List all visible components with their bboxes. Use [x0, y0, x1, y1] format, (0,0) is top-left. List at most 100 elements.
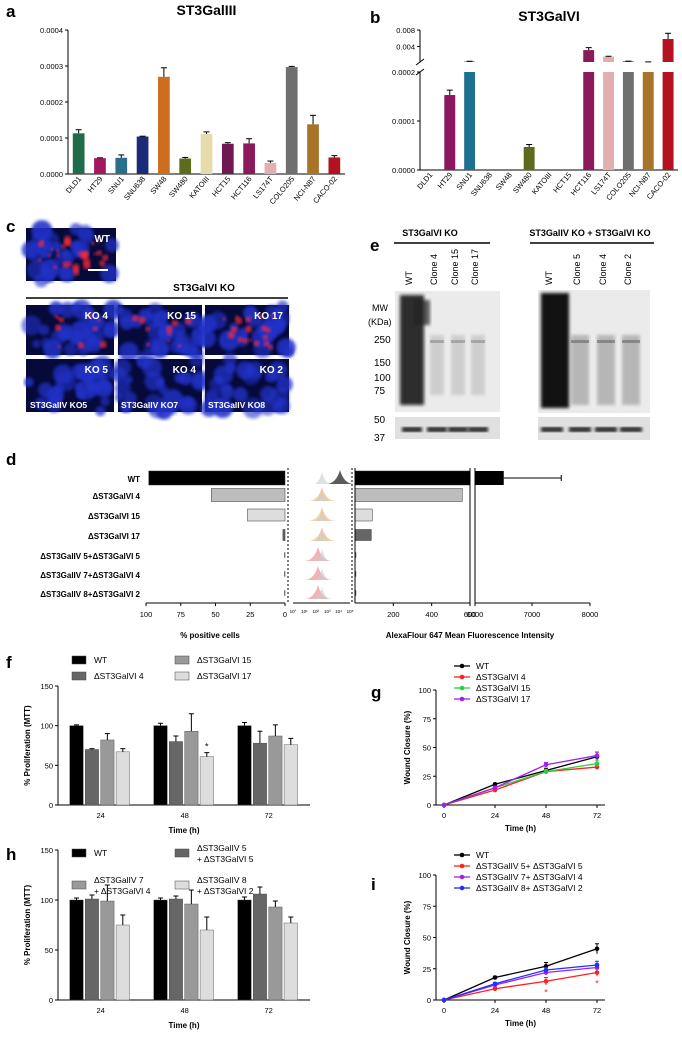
chart-i-series-line: [443, 964, 598, 1001]
chart-g-legend-label: ΔST3GalVI 4: [476, 672, 526, 682]
chart-d-x-tick-label: 6000: [467, 610, 484, 619]
chart-h-bar: [168, 898, 183, 1001]
chart-i: 0 25 50 75 100 0 24 48 72 * * Time (h) Wound Closure…: [403, 850, 605, 1028]
image-ko-15-nucleus: [152, 311, 168, 328]
chart-b-bar-lower: [622, 72, 634, 170]
chart-g-point: [492, 785, 498, 791]
chart-f-legend-swatch: [71, 655, 87, 665]
chart-d-histogram-control: [313, 568, 331, 580]
chart-i-point: [594, 962, 600, 968]
blot-lane-band-left: [471, 340, 485, 343]
chart-i-legend-label: WT: [476, 850, 489, 860]
blot-marker-label: 75: [374, 386, 386, 397]
image-ko-4-double-nucleus: [148, 400, 167, 419]
chart-g-point: [441, 802, 447, 808]
blot-lane-smear-left: [430, 335, 444, 395]
chart-a-y-tick-label: 0.0002: [40, 98, 63, 107]
chart-g-y-label: Wound Closure (%): [403, 710, 412, 784]
chart-i-x-tick-label: 72: [593, 1006, 601, 1015]
chart-f-y-tick-label: 0: [49, 801, 53, 810]
chart-i-y-tick-label: 50: [423, 934, 431, 943]
image-ko-17-signal: [242, 337, 249, 344]
chart-h-bar: [252, 893, 267, 1001]
image-ko-4-nucleus: [59, 301, 76, 319]
image-ko-4-signal: [97, 318, 101, 323]
image-ko-17-nucleus: [243, 305, 258, 321]
chart-a-bar: [179, 158, 192, 174]
chart-h-bar: [283, 922, 298, 1001]
image-ko-4-double-nucleus: [167, 405, 178, 415]
chart-g-legend-marker: [459, 696, 465, 702]
chart-h-legend-label: ΔST3GalIV 8: [197, 875, 247, 885]
blot-lane-band-right: [571, 340, 589, 343]
chart-d-x-tick-label: 100: [140, 610, 153, 619]
chart-a-y-tick-label: 0.0004: [40, 26, 63, 35]
chart-g-x-tick-label: 0: [442, 811, 446, 820]
image-ko-5-nucleus: [34, 397, 47, 410]
blot-lane-smear-right: [597, 335, 615, 405]
blot-marker-label: 37: [374, 433, 386, 444]
chart-f: 0 50 100 150 24 * 48 72 Time (h) % Proliferation …: [23, 655, 310, 835]
chart-d-histogram-control: [313, 472, 331, 484]
chart-g-y-tick-label: 0: [427, 801, 431, 810]
chart-f-bar: [115, 751, 130, 806]
blot-loading-band-right: [595, 427, 617, 432]
image-wt-signal: [47, 253, 51, 258]
image-ko-17-signal: [237, 337, 244, 343]
panel-letter-i: i: [371, 875, 376, 894]
chart-a-bar: [72, 133, 85, 174]
image-ko-17-signal: [253, 340, 260, 347]
chart-a-x-tick-label: SW480: [167, 175, 190, 200]
chart-a-title: ST3GalIII: [177, 2, 237, 18]
panel-letter-e: e: [370, 236, 379, 255]
image-ko-4-nucleus: [63, 342, 78, 357]
chart-g-x-tick-label: 48: [542, 811, 550, 820]
chart-d-category-label: ΔST3GalIV 8+ΔST3GalVI 2: [40, 590, 140, 599]
chart-g-y-tick-label: 100: [418, 686, 431, 695]
image-ko-4-nucleus: [21, 315, 42, 336]
blot-marker-label: 50: [374, 415, 386, 426]
image-ko-5-nucleus: [71, 363, 87, 379]
image-ko-17-nucleus: [283, 347, 294, 358]
image-ko-4-signal: [87, 312, 93, 318]
image-ko-5-nucleus: [96, 363, 114, 381]
image-wt-signal: [40, 239, 44, 243]
chart-d-bar-left: [148, 470, 286, 486]
image-ko-4-nucleus: [71, 299, 92, 320]
chart-a-y-tick-label: 0.0000: [40, 170, 63, 179]
chart-f-y-label: % Proliferation (MTT): [23, 705, 32, 786]
chart-h: 0 50 100 150 24 48 72 Time (h) % Proliferation (…: [23, 843, 310, 1030]
chart-f-bar: [100, 739, 115, 806]
chart-i-legend-marker: [459, 863, 465, 869]
blot-marker-label: 150: [374, 358, 391, 369]
blot-header-left: ST3GalVI KO: [402, 228, 458, 238]
chart-h-x-label: Time (h): [169, 1021, 200, 1030]
blot-lane-label-left: Clone 17: [470, 249, 480, 285]
blot-lane-label-right: Clone 5: [572, 254, 582, 285]
image-ko-4-signal: [77, 341, 85, 349]
image-ko-17-nucleus: [199, 320, 212, 333]
chart-f-bar: [153, 725, 168, 806]
chart-f-legend-label: WT: [94, 655, 107, 665]
image-ko-17-nucleus: [276, 300, 289, 313]
image-ko-17-signal: [263, 340, 270, 347]
chart-f-bar: [168, 741, 183, 806]
blot-mw-unit: (KDa): [368, 317, 392, 327]
chart-b-bar-lower: [603, 72, 614, 170]
blot-loading-band-left: [402, 427, 422, 432]
chart-a-bar: [285, 67, 298, 174]
blot-lane-label-left: WT: [404, 271, 414, 285]
chart-d-histogram-tick-label: 10⁵: [347, 609, 354, 614]
chart-a-bar: [115, 157, 128, 174]
image-ko-17-nucleus: [273, 310, 290, 327]
chart-h-bar: [69, 899, 84, 1001]
chart-d-x-tick-label: 600: [464, 610, 477, 619]
image-wt-signal: [81, 250, 90, 259]
chart-h-bar: [199, 929, 214, 1001]
chart-f-legend-swatch: [174, 671, 190, 681]
chart-b-x-tick-label: HT29: [436, 171, 455, 191]
image-ko-15-signal: [131, 314, 139, 322]
chart-i-series-line: [443, 971, 598, 1001]
chart-d-bar-right: [354, 529, 372, 541]
